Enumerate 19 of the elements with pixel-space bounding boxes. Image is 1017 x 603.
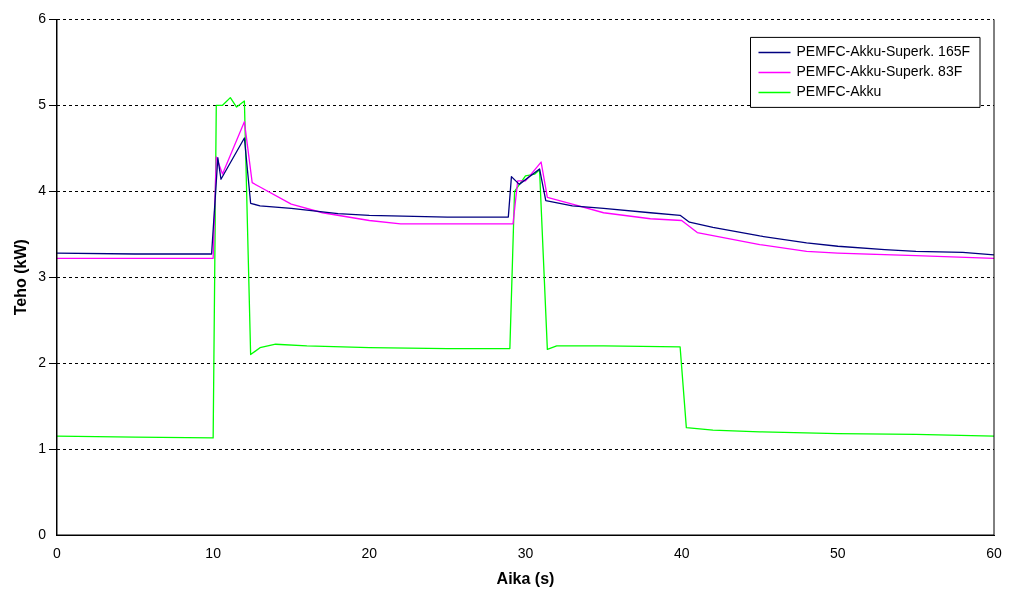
y-tick-label: 5 xyxy=(38,96,47,113)
x-tick-label: 40 xyxy=(673,545,690,562)
x-axis-title: Aika (s) xyxy=(496,569,555,587)
y-axis-title: Teho (kW) xyxy=(12,239,30,316)
legend-label: PEMFC-Akku xyxy=(796,83,882,100)
legend-label: PEMFC-Akku-Superk. 165F xyxy=(796,43,970,60)
y-tick-label: 1 xyxy=(38,439,47,456)
x-tick-label: 20 xyxy=(361,545,378,562)
y-tick-label: 3 xyxy=(38,268,47,285)
x-tick-label: 10 xyxy=(205,545,222,562)
y-tick-label: 2 xyxy=(38,353,47,370)
x-tick-label: 0 xyxy=(53,545,62,562)
y-tick-label: 6 xyxy=(38,10,47,27)
y-tick-label: 4 xyxy=(38,182,47,199)
x-tick-label: 60 xyxy=(986,545,1002,562)
x-tick-label: 30 xyxy=(517,545,534,562)
y-tick-label: 0 xyxy=(38,525,47,542)
x-tick-label: 50 xyxy=(830,545,846,562)
legend-label: PEMFC-Akku-Superk. 83F xyxy=(796,63,963,80)
